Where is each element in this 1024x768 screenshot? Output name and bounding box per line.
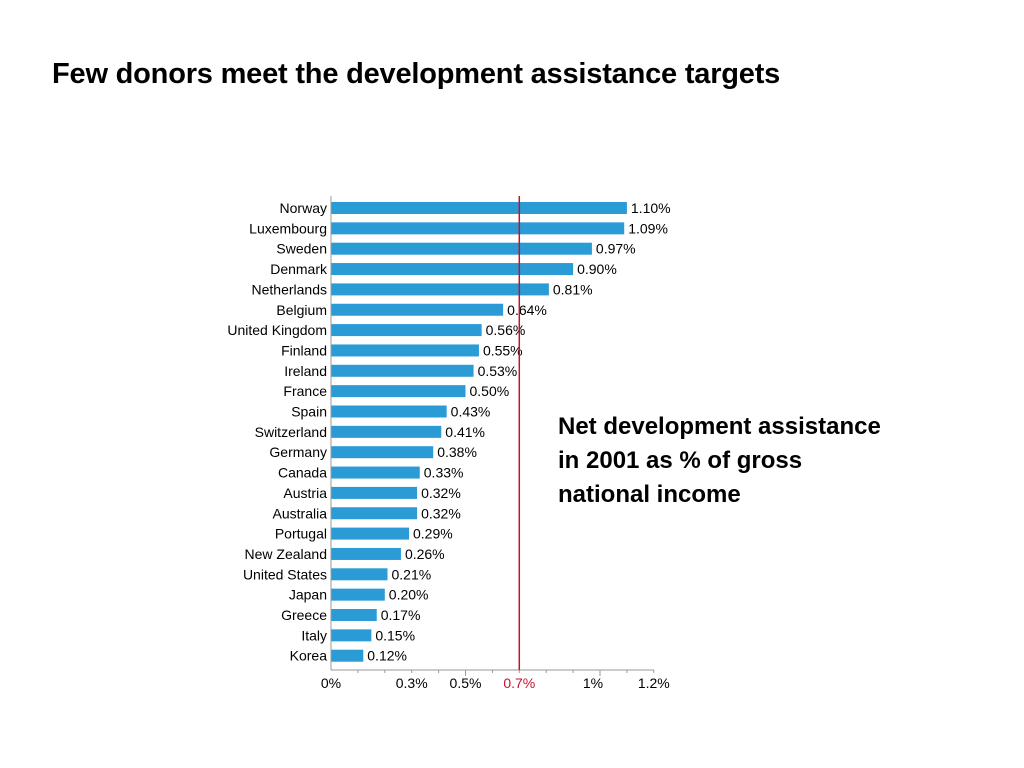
category-label-norway: Norway <box>280 200 327 216</box>
data-label-sweden: 0.97% <box>596 241 636 257</box>
bar-netherlands <box>331 283 549 296</box>
bar-japan <box>331 588 385 601</box>
category-label-spain: Spain <box>291 404 327 420</box>
x-tick-label: 1.2% <box>638 675 670 691</box>
bar-united-states <box>331 568 388 581</box>
bar-portugal <box>331 527 410 540</box>
bar-greece <box>331 609 377 621</box>
category-label-greece: Greece <box>281 607 327 623</box>
annotation-line-2: in 2001 as % of gross <box>558 447 803 474</box>
bar-germany <box>331 446 434 459</box>
data-label-germany: 0.38% <box>437 444 477 460</box>
category-label-united-kingdom: United Kingdom <box>227 322 327 338</box>
bar-switzerland <box>331 425 442 438</box>
bar-finland <box>331 344 479 357</box>
category-label-portugal: Portugal <box>275 526 327 542</box>
data-label-finland: 0.55% <box>483 342 523 358</box>
data-label-ireland: 0.53% <box>478 363 518 379</box>
x-tick-label: 0.7% <box>503 675 535 691</box>
bar-belgium <box>331 303 504 316</box>
x-tick-label: 0.3% <box>396 675 428 691</box>
data-label-italy: 0.15% <box>375 627 415 643</box>
category-label-germany: Germany <box>269 444 327 460</box>
bar-denmark <box>331 263 574 276</box>
page-title: Few donors meet the development assistan… <box>52 58 781 90</box>
bar-sweden <box>331 242 592 255</box>
chart-annotation: Net development assistance in 2001 as % … <box>558 410 958 512</box>
category-label-netherlands: Netherlands <box>252 281 328 297</box>
category-label-luxembourg: Luxembourg <box>249 220 327 236</box>
x-tick-label: 1% <box>583 675 603 691</box>
data-label-austria: 0.32% <box>421 485 461 501</box>
category-label-korea: Korea <box>290 648 328 664</box>
data-label-france: 0.50% <box>470 383 510 399</box>
data-label-greece: 0.17% <box>381 607 421 623</box>
bar-italy <box>331 629 372 642</box>
x-tick-label: 0.5% <box>450 675 482 691</box>
bar-luxembourg <box>331 222 625 235</box>
bar-norway <box>331 202 627 214</box>
bar-ireland <box>331 364 474 377</box>
bar-australia <box>331 507 418 520</box>
data-label-korea: 0.12% <box>367 648 407 664</box>
bar-canada <box>331 466 420 479</box>
category-label-austria: Austria <box>283 485 327 501</box>
category-label-denmark: Denmark <box>270 261 328 277</box>
bar-new-zealand <box>331 547 401 560</box>
data-label-belgium: 0.64% <box>507 302 547 318</box>
category-label-united-states: United States <box>243 566 327 582</box>
data-label-switzerland: 0.41% <box>445 424 485 440</box>
category-label-japan: Japan <box>289 587 327 603</box>
data-label-spain: 0.43% <box>451 404 491 420</box>
data-label-norway: 1.10% <box>631 200 671 216</box>
annotation-line-3: national income <box>558 481 741 508</box>
data-label-japan: 0.20% <box>389 587 429 603</box>
category-label-france: France <box>283 383 327 399</box>
bar-france <box>331 385 466 398</box>
data-label-portugal: 0.29% <box>413 526 453 542</box>
data-label-netherlands: 0.81% <box>553 281 593 297</box>
bar-austria <box>331 486 418 499</box>
bars-layer <box>331 202 627 662</box>
category-label-new-zealand: New Zealand <box>245 546 328 562</box>
labels-layer: Norway 1.10% Luxembourg 1.09% Sweden 0.97% Den… <box>227 200 670 664</box>
category-label-sweden: Sweden <box>276 241 327 257</box>
x-tick-label: 0% <box>321 675 341 691</box>
category-label-italy: Italy <box>301 627 327 643</box>
category-label-canada: Canada <box>278 465 327 481</box>
data-label-australia: 0.32% <box>421 505 461 521</box>
category-label-switzerland: Switzerland <box>255 424 327 440</box>
data-label-luxembourg: 1.09% <box>628 220 668 236</box>
bar-spain <box>331 405 447 418</box>
data-label-new-zealand: 0.26% <box>405 546 445 562</box>
data-label-denmark: 0.90% <box>577 261 617 277</box>
annotation-line-1: Net development assistance <box>558 413 881 440</box>
bar-united-kingdom <box>331 324 482 337</box>
bar-korea <box>331 649 364 662</box>
category-label-belgium: Belgium <box>276 302 327 318</box>
data-label-united-states: 0.21% <box>391 566 431 582</box>
category-label-finland: Finland <box>281 342 327 358</box>
data-label-canada: 0.33% <box>424 465 464 481</box>
category-label-ireland: Ireland <box>284 363 327 379</box>
axis-layer: 0% 0.3% 0.5% 0.7% 1% 1.2% <box>321 196 670 691</box>
data-label-united-kingdom: 0.56% <box>486 322 526 338</box>
category-label-australia: Australia <box>273 505 328 521</box>
